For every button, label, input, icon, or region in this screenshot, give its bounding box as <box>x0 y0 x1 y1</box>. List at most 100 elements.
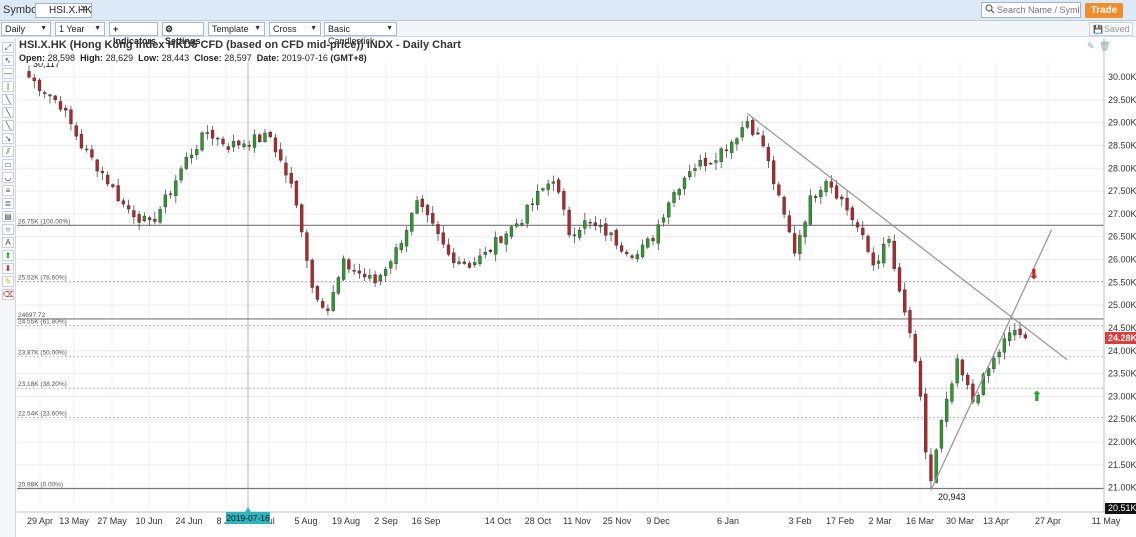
candle-body <box>766 146 771 162</box>
x-tick-label: 14 Oct <box>485 516 512 526</box>
y-tick-label: 29.00K <box>1108 118 1136 128</box>
fib-level-label: 26.75K (100.00%) <box>18 218 70 225</box>
candle-body <box>562 191 566 210</box>
text-icon[interactable]: A <box>2 237 14 248</box>
candle-body <box>583 220 587 229</box>
candle-body <box>1002 338 1007 353</box>
interval-select[interactable]: Daily ▼ <box>1 22 51 36</box>
vertical-line-icon[interactable]: | <box>2 81 14 92</box>
start-value-label: 30,117 <box>33 59 60 69</box>
symbol-tab[interactable]: HSI.X.HK ✕ <box>35 3 92 18</box>
range-select[interactable]: 1 Year ▼ <box>55 22 105 36</box>
search-field[interactable] <box>997 4 1079 16</box>
candle-body <box>147 217 152 220</box>
candle-body <box>950 383 954 402</box>
candle-body <box>126 205 131 210</box>
x-tick-label: 28 Oct <box>525 516 552 526</box>
arc-icon[interactable]: ◡ <box>2 172 14 183</box>
horizontal-line-icon[interactable]: — <box>2 68 14 79</box>
close-icon[interactable]: ✕ <box>79 4 88 15</box>
x-tick-label: 16 Sep <box>412 516 441 526</box>
x-tick-label: 16 Mar <box>906 516 934 526</box>
extended-line-icon[interactable]: ╲ <box>2 120 14 131</box>
candle-body <box>572 234 577 237</box>
y-tick-label: 27.00K <box>1108 209 1136 219</box>
symbol-search-input[interactable] <box>981 2 1081 18</box>
gear-icon: ⚙ <box>165 24 174 34</box>
down-arrow-marker: ⬇ <box>1028 267 1040 283</box>
candle-body <box>378 274 382 282</box>
candle-body <box>305 232 309 261</box>
candle-body <box>714 160 718 163</box>
ohlc-readout: Open: 28,598 High: 28,629 Low: 28,443 Cl… <box>19 53 367 63</box>
arrow-line-icon[interactable]: ↘ <box>2 133 14 144</box>
channel-icon[interactable]: ⫽ <box>2 146 14 157</box>
fibonacci-icon[interactable]: ≡ <box>2 185 14 196</box>
settings-button[interactable]: ⚙ Settings <box>162 22 204 46</box>
candle-body <box>242 143 246 148</box>
close-label: Close: <box>194 53 222 63</box>
candle-body <box>924 393 928 453</box>
x-tick-label: 5 Aug <box>294 516 317 526</box>
x-tick-label: 9 Dec <box>646 516 670 526</box>
candle-body <box>709 162 713 165</box>
candle-body <box>850 207 854 221</box>
trend-line-icon[interactable]: ╲ <box>2 94 14 105</box>
candle-body <box>903 289 907 313</box>
gann-icon[interactable]: ≣ <box>2 198 14 209</box>
pencil-icon[interactable]: ✎ <box>2 276 14 287</box>
chart-style-select[interactable]: Basic Candlestick ▼ <box>324 22 397 46</box>
saved-button[interactable]: 💾 Saved <box>1089 22 1133 36</box>
ray-icon[interactable]: ╲ <box>2 107 14 118</box>
candle-body <box>525 204 529 224</box>
expand-icon[interactable]: ⤢ <box>2 42 14 53</box>
candle-body <box>614 229 618 246</box>
candle-body <box>619 245 624 252</box>
symbol-tab-label: HSI.X.HK <box>49 5 92 16</box>
rectangle-icon[interactable]: ▭ <box>2 159 14 170</box>
pointer-icon[interactable]: ↖ <box>2 55 14 66</box>
candle-body <box>630 255 634 258</box>
candle-body <box>719 148 723 163</box>
x-tick-label: 30 Mar <box>946 516 974 526</box>
high-value: 28,629 <box>105 53 134 63</box>
candle-body <box>457 261 461 264</box>
indicators-button[interactable]: + Indicators <box>109 22 158 46</box>
candle-body <box>357 270 362 274</box>
candle-body <box>997 351 1001 358</box>
candle-body <box>315 286 320 300</box>
candle-body <box>677 189 681 195</box>
circle-icon[interactable]: ○ <box>2 224 14 235</box>
open-label: Open: <box>19 53 45 63</box>
candle-body <box>216 137 220 140</box>
candle-body <box>756 132 760 135</box>
candle-body <box>730 141 734 153</box>
candle-body <box>640 244 645 257</box>
y-tick-label: 30.00K <box>1108 72 1136 82</box>
candle-body <box>478 255 482 264</box>
trade-button[interactable]: Trade <box>1085 3 1123 18</box>
y-tick-label: 26.50K <box>1108 232 1136 242</box>
cursor-select[interactable]: Cross ▼ <box>269 22 321 36</box>
candle-body <box>231 140 236 148</box>
candle-body <box>341 258 346 280</box>
candle-body <box>929 454 933 482</box>
candle-body <box>163 194 167 208</box>
down-arrow-icon[interactable]: ⬇ <box>2 263 14 274</box>
candle-body <box>556 179 561 193</box>
candle-body <box>541 188 545 191</box>
template-select[interactable]: Template ▼ <box>208 22 265 36</box>
eraser-icon[interactable]: ⌫ <box>2 289 14 300</box>
top-bar: Symbols: HSI.X.HK ✕ Trade <box>0 0 1136 21</box>
close-value: 28,597 <box>224 53 252 63</box>
fib-fan-icon[interactable]: ▤ <box>2 211 14 222</box>
candle-body <box>415 200 419 214</box>
edit-icon[interactable]: ✎ <box>1087 41 1095 51</box>
delete-icon[interactable]: 🗑 <box>1099 41 1111 51</box>
up-arrow-icon[interactable]: ⬆ <box>2 250 14 261</box>
candle-body <box>1013 330 1017 336</box>
candle-body <box>966 374 970 386</box>
range-value: 1 Year <box>59 24 85 34</box>
candle-body <box>934 449 938 483</box>
